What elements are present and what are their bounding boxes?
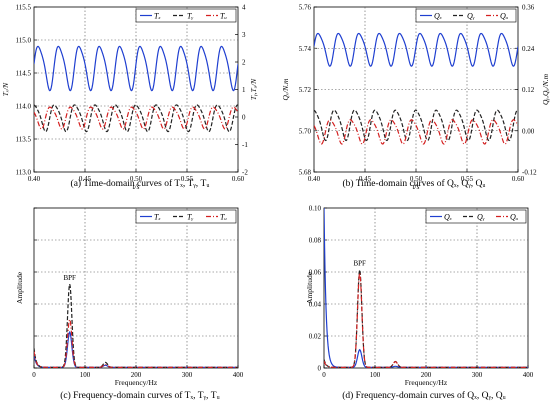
y-right-axis-label: Tᵧ,Tᵤ/N [249,78,258,100]
series-line-1 [314,32,518,67]
legend-box [425,209,527,224]
y-tick-label: 0.04 [309,301,322,309]
y-axis-label: Tₓ/N [1,82,10,96]
panel-b: 0.40 0.45 0.50 0.55 0.60 5.68 5.70 5.72 5.74 5.76… [281,4,550,192]
x-tick-label: 0 [32,371,36,379]
legend-label: Tₓ [154,12,161,21]
x-tick-label: 100 [370,371,381,379]
y-tick-label: 0 [318,365,322,373]
y-tick-label: 0.02 [309,333,322,341]
panel-a: 0.40 0.45 0.50 0.55 0.60 113.0 113.5 114.0 114.5… [1,4,258,192]
legend-label: Qᵧ [477,213,485,222]
y-right-tick-label: -2 [242,169,248,177]
y-tick-label: 5.74 [299,45,312,53]
bpf-annotation: BPF [63,274,76,282]
legend-label: Tᵤ [220,213,227,222]
y-tick-label: 115.5 [16,4,32,12]
y-right-tick-label: 0.00 [522,127,535,135]
panel-caption: (a) Time-domain curves of Tₓ, Tᵧ, Tᵤ [71,178,210,189]
y-right-tick-label: 4 [242,4,246,12]
x-tick-label: 0.45 [359,175,372,183]
y-tick-label: 0.10 [309,205,322,213]
y-tick-label: 0.08 [309,237,322,245]
series-line-3 [314,119,518,145]
legend-box [135,209,237,224]
y-right-tick-label: 2 [242,59,246,67]
x-tick-label: 300 [472,371,483,379]
x-tick-label: 0.50 [130,175,143,183]
panel-d: 0 100 200 300 400 0 0.02 0.04 0.06 0.08 0.10 Freque… [305,205,534,402]
series-line-3 [34,106,238,130]
y-tick-label: 114.5 [16,70,32,78]
y-tick-label: 0.06 [309,269,322,277]
y-right-tick-label: 0 [242,114,246,122]
x-tick-label: 0.60 [232,175,245,183]
y-right-tick-label: 0.12 [522,86,535,94]
series-line-2 [34,284,238,368]
x-tick-label: 400 [233,371,244,379]
legend-label: Qₓ [444,213,452,222]
x-tick-label: 400 [523,371,534,379]
x-tick-label: 0.40 [308,175,321,183]
panel-caption: (d) Frequency-domain curves of Qₓ, Qᵧ, Q… [342,390,506,401]
x-axis-label: t/s [132,182,139,191]
panel-caption: (c) Frequency-domain curves of Tₓ, Tᵧ, T… [60,390,219,401]
series-line-3 [324,272,528,368]
plot-frame [323,207,529,369]
panel-c: 0 100 200 300 400 Frequency/Hz Amplitude BPF Tₓ T… [15,207,244,401]
x-tick-label: 100 [80,371,91,379]
series-line-2 [314,109,518,142]
series-line-2 [34,104,238,133]
x-axis-label: Frequency/Hz [115,378,158,387]
y-tick-label: 5.68 [299,169,312,177]
y-tick-label: 113.0 [16,169,32,177]
y-axis-label: Amplitude [305,271,314,304]
y-tick-label: 5.76 [299,4,312,12]
legend-label: Tₓ [154,213,161,222]
legend-label: Qᵤ [500,12,508,21]
y-axis-label: Qₓ/N.m [281,78,290,101]
y-tick-label: 5.72 [299,86,312,94]
x-axis-label: Frequency/Hz [405,378,448,387]
y-right-tick-label: 0.24 [522,45,535,53]
x-tick-label: 0.45 [79,175,92,183]
bpf-annotation: BPF [353,259,366,267]
y-right-tick-label: -0.12 [522,169,537,177]
x-axis-label: t/s [412,182,419,191]
x-tick-label: 0.40 [28,175,41,183]
x-tick-label: 200 [131,371,142,379]
y-right-tick-label: 3 [242,31,246,39]
x-tick-label: 0 [322,371,326,379]
legend-box [135,8,237,23]
legend-label: Tᵧ [187,12,193,21]
plot-frame [33,207,239,369]
legend-label: Tᵤ [220,12,227,21]
x-tick-label: 200 [421,371,432,379]
y-tick-label: 5.70 [299,127,312,135]
legend-box [415,8,517,23]
x-tick-label: 300 [182,371,193,379]
panel-caption: (b) Time-domain curves of Qₓ, Qᵧ, Qᵤ [343,178,486,189]
series-line-1 [34,45,238,92]
y-tick-label: 114.0 [16,103,32,111]
legend-label: Qᵤ [510,213,518,222]
legend-label: Qᵧ [467,12,475,21]
y-right-tick-label: -1 [242,141,248,149]
x-tick-label: 0.60 [512,175,525,183]
y-right-tick-label: 0.36 [522,4,535,12]
legend-label: Tᵧ [187,213,193,222]
x-tick-label: 0.55 [181,175,194,183]
x-tick-label: 0.55 [461,175,474,183]
x-tick-label: 0.50 [410,175,423,183]
y-tick-label: 113.5 [16,136,32,144]
y-right-tick-label: 1 [242,86,246,94]
legend-label: Qₓ [434,12,442,21]
y-right-axis-label: Qᵧ,Qᵤ/N.m [541,73,550,105]
y-tick-label: 115.0 [16,37,32,45]
y-axis-label: Amplitude [15,271,24,304]
